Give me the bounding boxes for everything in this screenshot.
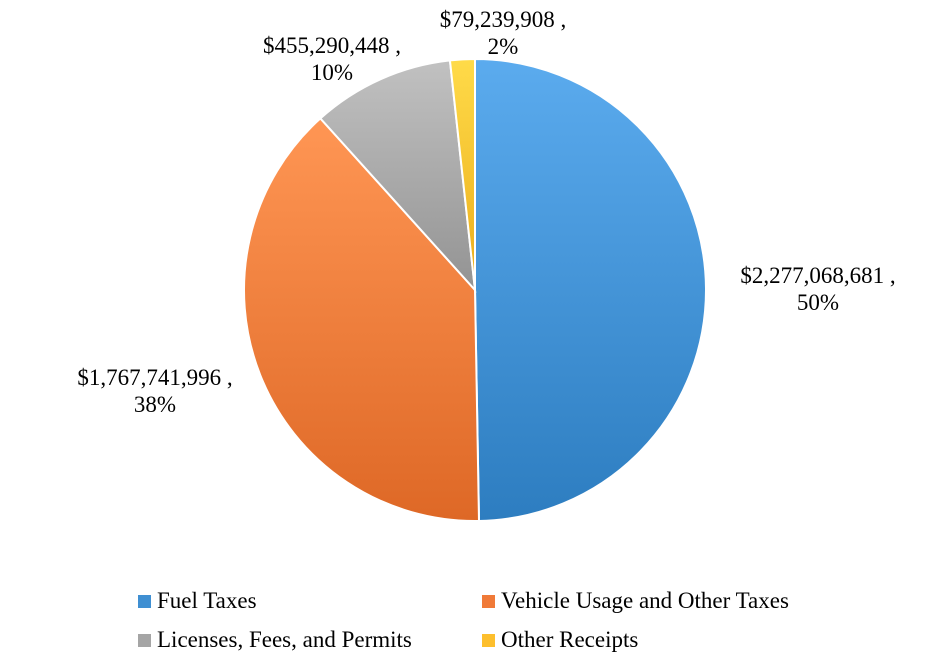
legend-item-fuel-taxes: Fuel Taxes [138, 588, 257, 614]
legend-item-licenses: Licenses, Fees, and Permits [138, 627, 412, 653]
legend-item-vehicle-usage: Vehicle Usage and Other Taxes [482, 588, 789, 614]
legend: Fuel Taxes Vehicle Usage and Other Taxes… [0, 580, 948, 660]
legend-item-other-receipts: Other Receipts [482, 627, 638, 653]
legend-label-vehicle-usage: Vehicle Usage and Other Taxes [501, 588, 789, 613]
data-label-value-licenses: $455,290,448 , [263, 33, 401, 58]
data-label-percent-licenses: 10% [311, 60, 353, 85]
data-label-value-vehicle-usage: $1,767,741,996 , [77, 365, 232, 390]
legend-swatch-fuel-taxes [138, 594, 151, 608]
legend-swatch-other-receipts [482, 633, 495, 647]
legend-label-licenses: Licenses, Fees, and Permits [157, 627, 412, 652]
data-label-percent-vehicle-usage: 38% [134, 392, 176, 417]
pie-slice-other-receipts [448, 57, 476, 291]
pie-slice-licenses [318, 59, 477, 293]
legend-label-other-receipts: Other Receipts [501, 627, 639, 652]
data-label-percent-fuel-taxes: 50% [797, 290, 839, 315]
pie-slice-fuel-taxes [474, 57, 707, 522]
pie-slice-vehicle-usage [243, 116, 481, 522]
data-label-value-other-receipts: $79,239,908 , [440, 7, 567, 32]
data-label-value-fuel-taxes: $2,277,068,681 , [740, 263, 895, 288]
legend-label-fuel-taxes: Fuel Taxes [157, 588, 257, 613]
legend-swatch-licenses [138, 633, 151, 647]
legend-swatch-vehicle-usage [482, 594, 495, 608]
data-label-percent-other-receipts: 2% [488, 34, 519, 59]
pie-chart-canvas: $2,277,068,681 ,50% $1,767,741,996 ,38% $4… [77, 7, 896, 522]
